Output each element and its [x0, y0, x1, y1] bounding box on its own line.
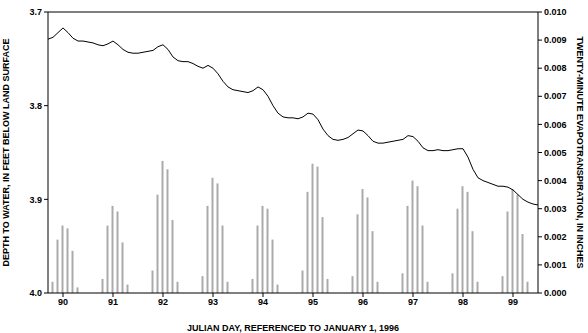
- svg-text:DEPTH TO WATER, IN FEET BELOW: DEPTH TO WATER, IN FEET BELOW LAND SURFA…: [8, 38, 11, 266]
- svg-text:0.002: 0.002: [544, 232, 567, 242]
- svg-text:3.7: 3.7: [29, 7, 42, 17]
- svg-text:0.000: 0.000: [544, 288, 567, 298]
- svg-text:94: 94: [258, 297, 268, 307]
- svg-text:92: 92: [158, 297, 168, 307]
- svg-text:97: 97: [408, 297, 418, 307]
- svg-text:0.003: 0.003: [544, 204, 567, 214]
- svg-text:96: 96: [358, 297, 368, 307]
- svg-text:0.008: 0.008: [544, 63, 567, 73]
- svg-text:91: 91: [108, 297, 118, 307]
- svg-text:0.007: 0.007: [544, 91, 567, 101]
- svg-text:0.009: 0.009: [544, 35, 567, 45]
- svg-text:99: 99: [508, 297, 518, 307]
- svg-text:98: 98: [458, 297, 468, 307]
- svg-text:JULIAN DAY, REFERENCED TO JANU: JULIAN DAY, REFERENCED TO JANUARY 1, 199…: [187, 323, 399, 333]
- svg-text:0.010: 0.010: [544, 7, 567, 17]
- svg-text:4.0: 4.0: [29, 288, 42, 298]
- svg-text:0.001: 0.001: [544, 260, 567, 270]
- svg-text:93: 93: [208, 297, 218, 307]
- svg-text:0.006: 0.006: [544, 120, 567, 130]
- svg-text:90: 90: [58, 297, 68, 307]
- svg-text:0.005: 0.005: [544, 148, 567, 158]
- svg-text:TWENTY-MINUTE EVAPOTRANSPIRATI: TWENTY-MINUTE EVAPOTRANSPIRATION, IN INC…: [575, 36, 580, 268]
- svg-text:3.9: 3.9: [29, 195, 42, 205]
- svg-text:95: 95: [308, 297, 318, 307]
- svg-text:0.004: 0.004: [544, 176, 567, 186]
- svg-text:3.8: 3.8: [29, 101, 42, 111]
